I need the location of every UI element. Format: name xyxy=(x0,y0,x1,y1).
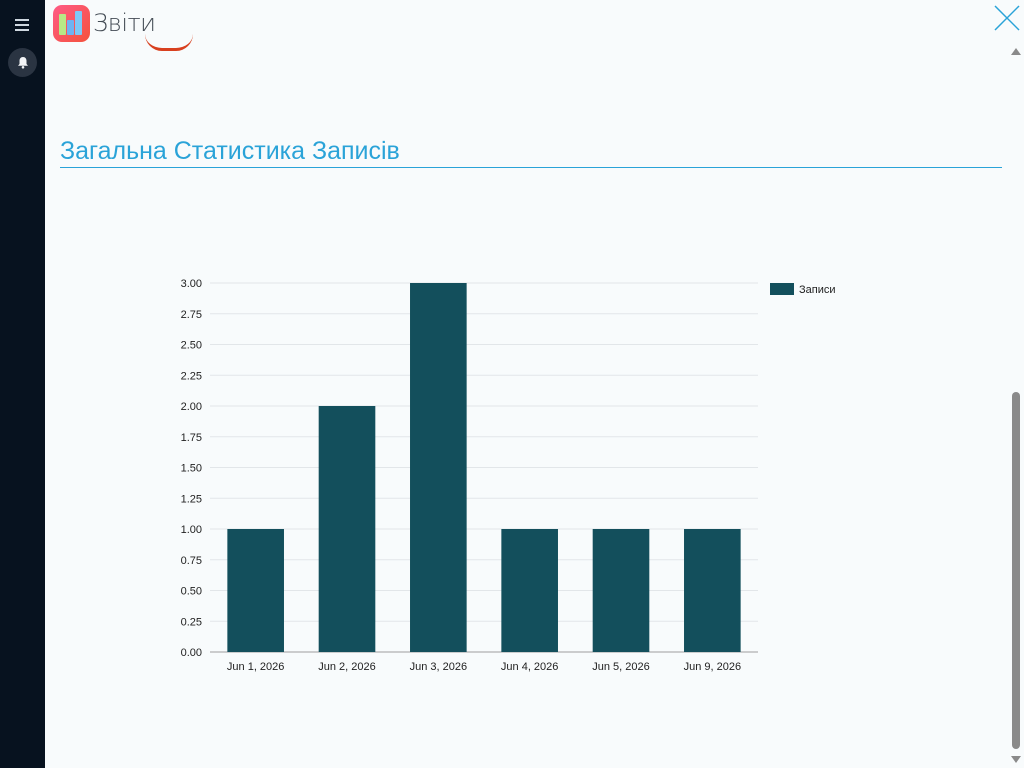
y-tick-label: 1.50 xyxy=(181,463,202,475)
scroll-up-arrow-icon[interactable] xyxy=(1011,48,1021,55)
x-tick-label: Jun 1, 2026 xyxy=(227,661,285,673)
app-title: Звіти xyxy=(93,9,156,37)
x-tick-label: Jun 3, 2026 xyxy=(410,661,468,673)
app-header: Звіти xyxy=(53,4,156,42)
bell-icon xyxy=(17,57,28,69)
y-tick-label: 2.00 xyxy=(181,401,202,413)
bar xyxy=(684,529,741,652)
y-tick-label: 3.00 xyxy=(181,278,202,290)
bar xyxy=(318,406,376,652)
records-bar-chart: 0.00 0.25 0.50 0.75 1.00 1.25 1.50 1.75 2.00 2.25… xyxy=(181,278,836,673)
close-x-icon xyxy=(994,5,1020,31)
scroll-down-arrow-icon[interactable] xyxy=(1011,756,1021,763)
sidebar xyxy=(0,0,45,768)
hamburger-menu-icon[interactable] xyxy=(15,19,29,33)
x-tick-label: Jun 2, 2026 xyxy=(318,661,376,673)
y-tick-label: 1.00 xyxy=(181,524,202,536)
y-tick-label: 0.25 xyxy=(181,616,202,628)
close-button[interactable] xyxy=(992,3,1022,33)
bar xyxy=(227,529,284,652)
x-tick-label: Jun 9, 2026 xyxy=(684,661,742,673)
bar xyxy=(410,283,467,652)
vertical-scrollbar[interactable] xyxy=(1008,40,1024,768)
x-tick-label: Jun 5, 2026 xyxy=(592,661,650,673)
bar xyxy=(592,529,650,652)
y-tick-label: 1.75 xyxy=(181,432,202,444)
legend-label: Записи xyxy=(799,284,836,296)
y-tick-label: 0.75 xyxy=(181,555,202,567)
y-tick-label: 2.75 xyxy=(181,309,202,321)
partial-decoration xyxy=(145,34,193,51)
x-tick-label: Jun 4, 2026 xyxy=(501,661,559,673)
y-tick-label: 2.50 xyxy=(181,340,202,352)
y-tick-label: 1.25 xyxy=(181,493,202,505)
legend-swatch xyxy=(770,283,794,295)
y-tick-label: 0.00 xyxy=(181,647,202,659)
y-tick-label: 0.50 xyxy=(181,586,202,598)
main-content: Звіти Загальна Статистика Записів 0.00 0.… xyxy=(45,0,1024,768)
section-title: Загальна Статистика Записів xyxy=(60,137,1002,168)
scroll-thumb[interactable] xyxy=(1012,392,1020,749)
notifications-button[interactable] xyxy=(8,48,37,77)
y-tick-label: 2.25 xyxy=(181,370,202,382)
bar xyxy=(501,529,558,652)
bar-chart-app-icon xyxy=(53,4,90,42)
